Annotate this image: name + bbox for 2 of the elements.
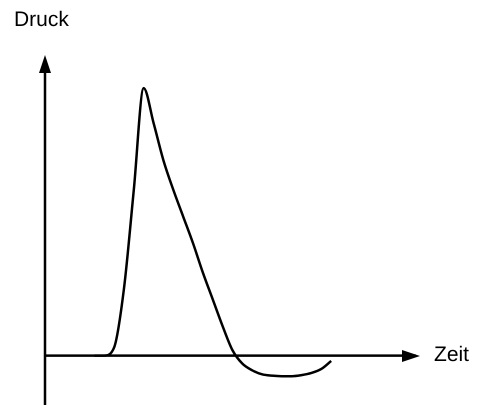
y-axis-title: Druck (14, 8, 69, 32)
x-axis-title: Zeit (434, 342, 470, 367)
